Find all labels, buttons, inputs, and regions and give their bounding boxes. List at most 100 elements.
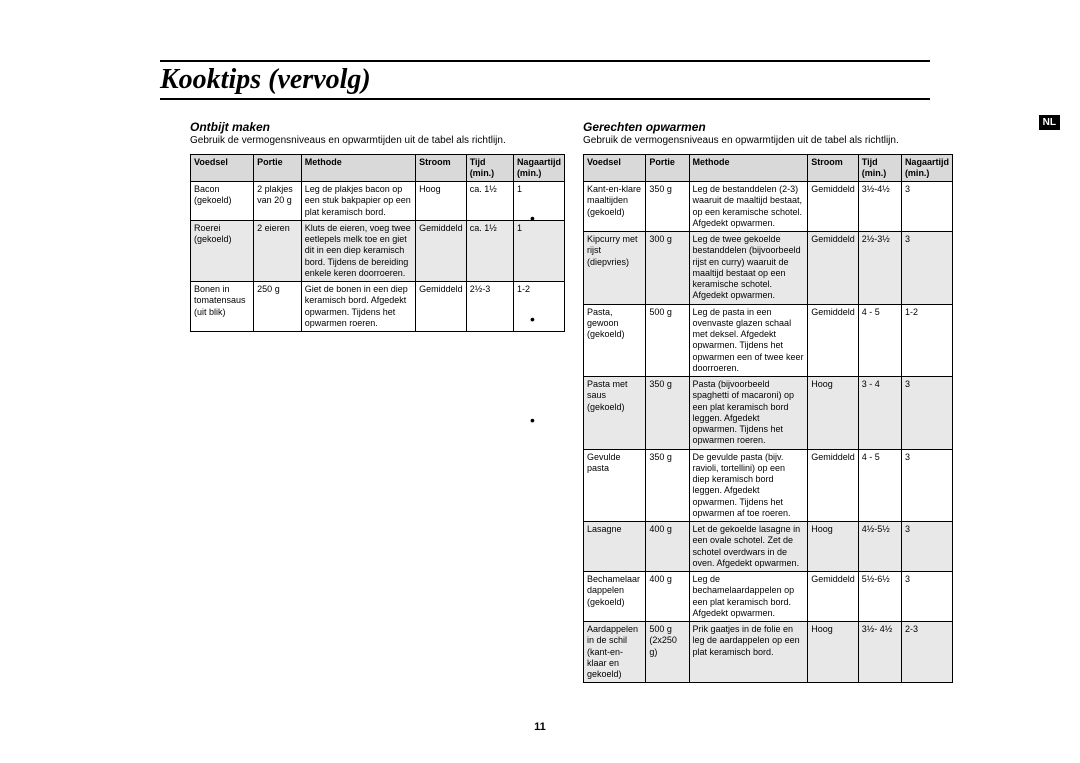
table-cell: Hoog bbox=[416, 182, 467, 221]
table-cell: 350 g bbox=[646, 182, 689, 232]
th-methode: Methode bbox=[301, 154, 415, 182]
table-row: Bonen in tomatensaus (uit blik)250 gGiet… bbox=[191, 282, 565, 332]
table-cell: 3 bbox=[901, 182, 952, 232]
table-cell: 4 - 5 bbox=[858, 304, 901, 377]
table-cell: 4½-5½ bbox=[858, 522, 901, 572]
left-column: Ontbijt maken Gebruik de vermogensniveau… bbox=[190, 120, 565, 683]
table-cell: Kluts de eieren, voeg twee eetlepels mel… bbox=[301, 220, 415, 281]
table-cell: 3½- 4½ bbox=[858, 622, 901, 683]
left-subhead: Ontbijt maken bbox=[190, 120, 565, 134]
table-cell: 500 g bbox=[646, 304, 689, 377]
th-stroom: Stroom bbox=[808, 154, 859, 182]
table-cell: Leg de plakjes bacon op een stuk bakpapi… bbox=[301, 182, 415, 221]
table-cell: 350 g bbox=[646, 449, 689, 522]
table-cell: 4 - 5 bbox=[858, 449, 901, 522]
table-row: Aardappelen in de schil (kant-en-klaar e… bbox=[584, 622, 953, 683]
table-cell: Gemiddeld bbox=[808, 232, 859, 305]
table-row: Gevulde pasta350 gDe gevulde pasta (bijv… bbox=[584, 449, 953, 522]
th-nagaartijd: Nagaartijd (min.) bbox=[901, 154, 952, 182]
table-row: Roerei (gekoeld)2 eierenKluts de eieren,… bbox=[191, 220, 565, 281]
table-cell: Gevulde pasta bbox=[584, 449, 646, 522]
table-cell: 1-2 bbox=[513, 282, 564, 332]
table-row: Bechamelaar dappelen (gekoeld)400 gLeg d… bbox=[584, 572, 953, 622]
th-voedsel: Voedsel bbox=[191, 154, 254, 182]
page-root: Kooktips (vervolg) NL Ontbijt maken Gebr… bbox=[0, 0, 1080, 763]
table-cell: ca. 1½ bbox=[466, 220, 513, 281]
table-cell: 400 g bbox=[646, 522, 689, 572]
table-cell: 2½-3½ bbox=[858, 232, 901, 305]
table-cell: Leg de bechamelaardappelen op een plat k… bbox=[689, 572, 808, 622]
table-cell: 3 - 4 bbox=[858, 377, 901, 450]
table-header-row: Voedsel Portie Methode Stroom Tijd (min.… bbox=[191, 154, 565, 182]
table-header-row: Voedsel Portie Methode Stroom Tijd (min.… bbox=[584, 154, 953, 182]
table-cell: Gemiddeld bbox=[808, 572, 859, 622]
right-column: Gerechten opwarmen Gebruik de vermogensn… bbox=[583, 120, 953, 683]
table-cell: 400 g bbox=[646, 572, 689, 622]
table-row: Bacon (gekoeld)2 plakjes van 20 gLeg de … bbox=[191, 182, 565, 221]
table-cell: Aardappelen in de schil (kant-en-klaar e… bbox=[584, 622, 646, 683]
table-cell: Lasagne bbox=[584, 522, 646, 572]
table-cell: 1-2 bbox=[901, 304, 952, 377]
table-cell: Gemiddeld bbox=[416, 220, 467, 281]
right-subhead: Gerechten opwarmen bbox=[583, 120, 953, 134]
table-cell: 5½-6½ bbox=[858, 572, 901, 622]
left-intro: Gebruik de vermogensniveaus en opwarmtij… bbox=[190, 135, 565, 148]
table-cell: Pasta, gewoon (gekoeld) bbox=[584, 304, 646, 377]
table-cell: 2 plakjes van 20 g bbox=[254, 182, 302, 221]
table-row: Kipcurry met rijst (diepvries)300 gLeg d… bbox=[584, 232, 953, 305]
table-cell: 300 g bbox=[646, 232, 689, 305]
table-cell: 1 bbox=[513, 182, 564, 221]
table-cell: Pasta met saus (gekoeld) bbox=[584, 377, 646, 450]
table-row: Pasta met saus (gekoeld)350 gPasta (bijv… bbox=[584, 377, 953, 450]
table-cell: Leg de pasta in een ovenvaste glazen sch… bbox=[689, 304, 808, 377]
table-cell: Let de gekoelde lasagne in een ovale sch… bbox=[689, 522, 808, 572]
th-portie: Portie bbox=[254, 154, 302, 182]
bullet-icon: • bbox=[530, 210, 535, 226]
table-cell: 3 bbox=[901, 232, 952, 305]
table-cell: 3 bbox=[901, 572, 952, 622]
table-cell: 250 g bbox=[254, 282, 302, 332]
table-cell: Leg de twee gekoelde bestanddelen (bijvo… bbox=[689, 232, 808, 305]
table-cell: Gemiddeld bbox=[416, 282, 467, 332]
table-cell: 500 g (2x250 g) bbox=[646, 622, 689, 683]
table-cell: Hoog bbox=[808, 622, 859, 683]
table-cell: Leg de bestanddelen (2-3) waaruit de maa… bbox=[689, 182, 808, 232]
table-cell: Gemiddeld bbox=[808, 304, 859, 377]
right-table: Voedsel Portie Methode Stroom Tijd (min.… bbox=[583, 154, 953, 684]
th-methode: Methode bbox=[689, 154, 808, 182]
table-cell: 2-3 bbox=[901, 622, 952, 683]
th-nagaartijd: Nagaartijd (min.) bbox=[513, 154, 564, 182]
table-cell: 2 eieren bbox=[254, 220, 302, 281]
th-voedsel: Voedsel bbox=[584, 154, 646, 182]
title-rule-bottom bbox=[160, 98, 930, 100]
table-row: Kant-en-klare maaltijden (gekoeld)350 gL… bbox=[584, 182, 953, 232]
table-cell: 3½-4½ bbox=[858, 182, 901, 232]
title-rule-top bbox=[160, 60, 930, 62]
table-cell: 350 g bbox=[646, 377, 689, 450]
table-row: Pasta, gewoon (gekoeld)500 gLeg de pasta… bbox=[584, 304, 953, 377]
bullet-icon: • bbox=[530, 311, 535, 327]
th-tijd: Tijd (min.) bbox=[466, 154, 513, 182]
th-tijd: Tijd (min.) bbox=[858, 154, 901, 182]
table-cell: Bonen in tomatensaus (uit blik) bbox=[191, 282, 254, 332]
language-badge: NL bbox=[1039, 115, 1060, 130]
left-table: Voedsel Portie Methode Stroom Tijd (min.… bbox=[190, 154, 565, 333]
content-columns: Ontbijt maken Gebruik de vermogensniveau… bbox=[40, 110, 1040, 683]
page-number: 11 bbox=[0, 721, 1080, 733]
table-cell: 3 bbox=[901, 377, 952, 450]
table-cell: Kant-en-klare maaltijden (gekoeld) bbox=[584, 182, 646, 232]
table-cell: Bacon (gekoeld) bbox=[191, 182, 254, 221]
table-cell: Pasta (bijvoorbeeld spaghetti of macaron… bbox=[689, 377, 808, 450]
table-cell: Giet de bonen in een diep keramisch bord… bbox=[301, 282, 415, 332]
th-stroom: Stroom bbox=[416, 154, 467, 182]
margin-bullets: • • • bbox=[530, 210, 535, 513]
table-cell: 1 bbox=[513, 220, 564, 281]
table-cell: Kipcurry met rijst (diepvries) bbox=[584, 232, 646, 305]
th-portie: Portie bbox=[646, 154, 689, 182]
table-cell: 2½-3 bbox=[466, 282, 513, 332]
table-cell: Roerei (gekoeld) bbox=[191, 220, 254, 281]
table-cell: Prik gaatjes in de folie en leg de aarda… bbox=[689, 622, 808, 683]
bullet-icon: • bbox=[530, 412, 535, 428]
table-cell: Hoog bbox=[808, 522, 859, 572]
table-cell: De gevulde pasta (bijv. ravioli, tortell… bbox=[689, 449, 808, 522]
